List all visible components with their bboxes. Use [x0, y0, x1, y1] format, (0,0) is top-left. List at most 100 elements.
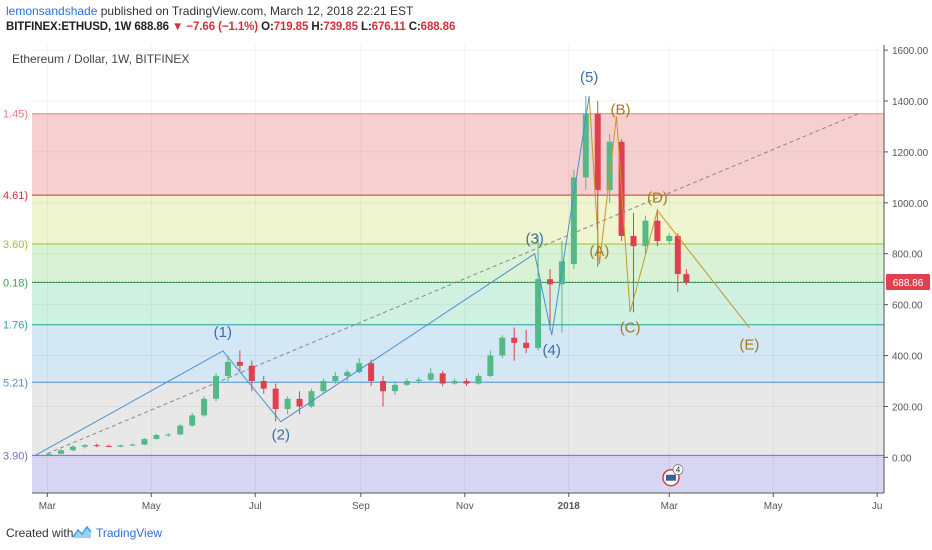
fib-band	[32, 324, 884, 383]
tradingview-logo-icon[interactable]	[72, 524, 92, 542]
low-label: L:	[361, 21, 372, 33]
open-value: 719.85	[273, 21, 309, 33]
candle-body	[403, 381, 410, 385]
y-tick-label: 600.00	[892, 301, 923, 312]
candle-body	[320, 381, 327, 392]
impulse-wave-label: (3)	[526, 231, 544, 248]
y-tick-label: 1000.00	[892, 199, 929, 210]
corrective-wave-label: (E)	[739, 337, 759, 354]
candle-body	[630, 235, 637, 247]
candle-body	[654, 220, 661, 241]
candle-body	[463, 381, 470, 384]
fib-band	[32, 113, 884, 196]
fib-band	[32, 244, 884, 283]
candle-body	[213, 375, 220, 399]
tradingview-brand-link[interactable]: TradingView	[96, 526, 163, 540]
candle-body	[46, 453, 53, 455]
candle-body	[594, 113, 601, 191]
y-tick-label: 1200.00	[892, 148, 929, 159]
candle-body	[177, 425, 184, 435]
impulse-wave-label: (2)	[272, 427, 290, 444]
candle-body	[117, 445, 124, 447]
impulse-wave-label: (4)	[543, 342, 561, 359]
x-tick-label: Ju	[872, 501, 883, 511]
x-tick-label: 2018	[558, 501, 581, 511]
candle-body	[105, 445, 112, 447]
impulse-wave-label: (1)	[214, 324, 232, 341]
candle-body	[189, 415, 196, 426]
price-chart[interactable]: 1600.00 1400.00 1200.00 1000.00 800.00 600.00…	[0, 41, 932, 512]
x-tick-label: Mar	[661, 501, 679, 511]
candle-body	[344, 372, 351, 376]
corrective-wave-path	[588, 95, 750, 328]
impulse-wave-label: (5)	[580, 69, 598, 86]
candle-body	[236, 361, 243, 366]
fib-level-label: 1.76)	[3, 320, 28, 332]
y-tick-label: 400.00	[892, 352, 923, 363]
candle-body	[391, 384, 398, 392]
y-tick-label: 0.00	[892, 453, 912, 464]
event-count-badge	[672, 464, 684, 476]
candle-body	[683, 274, 690, 283]
high-value: 739.85	[323, 21, 358, 33]
candle-body	[141, 439, 148, 445]
event-count-label: 4	[676, 466, 681, 475]
candle-body	[260, 381, 267, 389]
chart-title: Ethereum / Dollar, 1W, BITFINEX	[12, 52, 189, 66]
candle-body	[487, 355, 494, 376]
chart-container[interactable]: 1600.00 1400.00 1200.00 1000.00 800.00 600.00…	[0, 41, 932, 512]
fib-level-label: 3.60)	[3, 239, 28, 251]
candle-body	[153, 434, 160, 440]
last-price: 688.86	[134, 21, 169, 33]
fib-band	[32, 382, 884, 456]
x-tick-label: Mar	[39, 501, 57, 511]
candle-body	[674, 235, 681, 275]
x-tick-label: May	[764, 501, 783, 511]
low-value: 676.11	[371, 21, 406, 33]
publish-line: lemonsandshade published on TradingView.…	[6, 4, 413, 18]
candle-body	[332, 375, 339, 381]
author-link[interactable]: lemonsandshade	[6, 4, 98, 18]
candle-body	[499, 337, 506, 356]
y-tick-label: 1400.00	[892, 97, 929, 108]
candle-body	[380, 381, 387, 392]
fib-level-label: 4.61)	[3, 190, 28, 202]
fib-level-label: 5.21)	[3, 377, 28, 389]
candle-body	[248, 365, 255, 381]
candle-body	[547, 279, 554, 285]
candle-body	[570, 177, 577, 264]
candle-body	[69, 446, 76, 451]
high-label: H:	[311, 21, 324, 33]
candle-body	[368, 363, 375, 381]
candle-body	[415, 379, 422, 381]
candle-body	[642, 220, 649, 247]
publish-text: published on TradingView.com, March 12, …	[97, 4, 414, 18]
candle-body	[224, 361, 231, 376]
candle-body	[427, 373, 434, 380]
x-tick-label: Jul	[249, 501, 262, 511]
y-tick-label: 200.00	[892, 402, 923, 413]
candle-body	[57, 450, 64, 454]
candle-body	[284, 398, 291, 409]
candle-body	[511, 337, 518, 343]
candle-body	[535, 279, 542, 348]
candle-body	[272, 388, 279, 409]
y-tick-label: 1600.00	[892, 46, 929, 57]
impulse-wave-path	[35, 95, 590, 456]
candle-body	[475, 375, 482, 384]
candle-body	[308, 391, 315, 407]
footer: Created with TradingView	[0, 518, 932, 550]
corrective-wave-label: (C)	[620, 319, 641, 336]
candle-body	[523, 342, 530, 348]
fib-level-label: 3.90)	[3, 450, 28, 462]
ohlc-line: BITFINEX:ETHUSD, 1W 688.86 ▼ −7.66 (−1.1…	[6, 21, 455, 33]
candle-body	[81, 445, 88, 447]
corrective-wave-label: (B)	[610, 101, 630, 118]
x-tick-label: May	[142, 501, 161, 511]
candle-body	[439, 373, 446, 384]
last-price-tag	[886, 274, 930, 291]
x-tick-label: Nov	[456, 501, 474, 511]
candle-body	[451, 381, 458, 384]
corrective-wave-label: (A)	[589, 243, 609, 260]
close-value: 688.86	[420, 21, 456, 33]
